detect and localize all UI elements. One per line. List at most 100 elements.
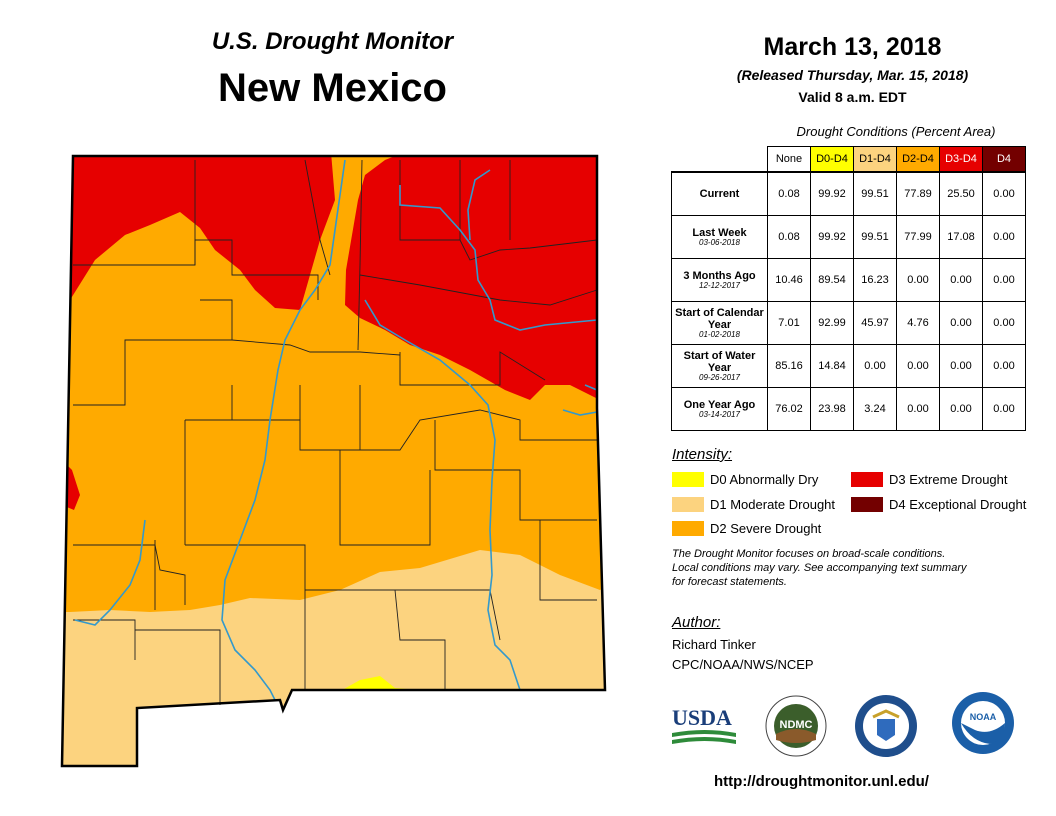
cimarron-river	[467, 169, 491, 241]
table-cell: 85.16	[767, 344, 811, 388]
table-cell: 89.54	[810, 258, 854, 302]
table-cell: 99.51	[853, 171, 897, 216]
table-cell: 0.00	[939, 258, 983, 302]
gila-river	[74, 519, 146, 626]
legend-item-d1: D1 Moderate Drought	[672, 495, 835, 513]
map-date: March 13, 2018	[763, 33, 942, 61]
table-cell: 77.99	[896, 215, 940, 259]
row-date: 09-26-2017	[699, 372, 740, 382]
note-line: The Drought Monitor focuses on broad-sca…	[672, 548, 946, 560]
table-cell: 0.00	[982, 171, 1026, 216]
east-stream	[562, 409, 598, 416]
row-label: Start of Calendar Year 01-02-2018	[671, 301, 768, 345]
legend-swatch	[672, 471, 704, 487]
table-cell: 0.00	[939, 301, 983, 345]
table-cell: 0.00	[896, 344, 940, 388]
drought-areas	[62, 156, 605, 766]
table-caption: Drought Conditions (Percent Area)	[796, 124, 996, 139]
table-cell: 0.08	[767, 215, 811, 259]
row-label: One Year Ago 03-14-2017	[671, 387, 768, 431]
table-cell: 0.00	[982, 215, 1026, 259]
table-cell: 4.76	[896, 301, 940, 345]
table-cell: 25.50	[939, 171, 983, 216]
table-cell: 0.00	[939, 387, 983, 431]
col-header-none: None	[767, 146, 811, 173]
row-label: Current	[671, 171, 768, 216]
legend-swatch	[672, 496, 704, 512]
table-cell: 0.00	[896, 387, 940, 431]
row-date: 12-12-2017	[699, 280, 740, 290]
table-cell: 0.00	[853, 344, 897, 388]
table-cell: 0.00	[982, 301, 1026, 345]
table-row: Start of Water Year 09-26-2017 85.16 14.8…	[671, 344, 1026, 388]
table-row: Last Week 03-06-2018 0.08 99.92 99.51 77.…	[671, 215, 1026, 259]
usda-logo-text: USDA	[672, 705, 732, 730]
canadian-river	[399, 185, 598, 331]
table-cell: 0.00	[982, 258, 1026, 302]
row-date: 03-06-2018	[699, 237, 740, 247]
legend-swatch	[851, 471, 883, 487]
table-cell: 16.23	[853, 258, 897, 302]
table-row: Current 0.08 99.92 99.51 77.89 25.50 0.0…	[671, 171, 1026, 216]
state-border	[60, 154, 607, 768]
pecos-river	[364, 299, 521, 691]
rio-grande	[221, 159, 346, 701]
table-row: Start of Calendar Year 01-02-2018 7.01 92…	[671, 301, 1026, 345]
table-cell: 99.92	[810, 171, 854, 216]
table-cell: 99.51	[853, 215, 897, 259]
noaa-logo: NOAA	[952, 692, 1014, 754]
noaa-logo-text: NOAA	[970, 712, 997, 722]
legend-item-d2: D2 Severe Drought	[672, 519, 821, 537]
table-header-row: None D0-D4 D1-D4 D2-D4 D3-D4 D4	[671, 146, 1026, 173]
author-title: Author:	[672, 614, 721, 631]
row-label: Start of Water Year 09-26-2017	[671, 344, 768, 388]
table-cell: 7.01	[767, 301, 811, 345]
legend-item-d3: D3 Extreme Drought	[851, 470, 1008, 488]
row-label-text: 3 Months Ago	[683, 269, 756, 282]
table-cell: 0.00	[896, 258, 940, 302]
table-cell: 10.46	[767, 258, 811, 302]
table-cell: 76.02	[767, 387, 811, 431]
rivers	[74, 159, 598, 701]
legend-item-d0: D0 Abnormally Dry	[672, 470, 818, 488]
col-header-d2-d4: D2-D4	[896, 146, 940, 173]
usda-logo: USDA	[672, 705, 736, 744]
col-header-d4: D4	[982, 146, 1026, 173]
map-subtitle: U.S. Drought Monitor	[211, 28, 454, 55]
table-cell: 17.08	[939, 215, 983, 259]
note-line: for forecast statements.	[672, 576, 787, 588]
author-name: Richard Tinker	[672, 637, 756, 652]
table-cell: 99.92	[810, 215, 854, 259]
row-date: 03-14-2017	[699, 409, 740, 419]
disclaimer-note: The Drought Monitor focuses on broad-sca…	[672, 547, 1042, 589]
header-blank-cell	[671, 146, 768, 173]
row-label: 3 Months Ago 12-12-2017	[671, 258, 768, 302]
legend-label: D4 Exceptional Drought	[889, 496, 1027, 512]
table-cell: 0.00	[939, 344, 983, 388]
table-cell: 0.08	[767, 171, 811, 216]
col-header-d0-d4: D0-D4	[810, 146, 854, 173]
note-line: Local conditions may vary. See accompany…	[672, 562, 967, 574]
col-header-d1-d4: D1-D4	[853, 146, 897, 173]
table-cell: 45.97	[853, 301, 897, 345]
row-label: Last Week 03-06-2018	[671, 215, 768, 259]
table-cell: 0.00	[982, 387, 1026, 431]
table-cell: 92.99	[810, 301, 854, 345]
table-cell: 77.89	[896, 171, 940, 216]
row-label-text: Last Week	[692, 226, 747, 239]
table-cell: 14.84	[810, 344, 854, 388]
website-link[interactable]: http://droughtmonitor.unl.edu/	[714, 773, 929, 790]
drought-map	[60, 154, 607, 768]
row-label-text: Start of Calendar Year	[675, 306, 764, 331]
release-date: (Released Thursday, Mar. 15, 2018)	[736, 67, 969, 83]
d3-extreme-northeast	[345, 156, 605, 410]
legend-swatch	[851, 496, 883, 512]
table-row: 3 Months Ago 12-12-2017 10.46 89.54 16.23…	[671, 258, 1026, 302]
table-cell: 0.00	[982, 344, 1026, 388]
doc-seal-logo	[855, 695, 917, 757]
table-row: One Year Ago 03-14-2017 76.02 23.98 3.24 …	[671, 387, 1026, 431]
row-label-text: One Year Ago	[683, 398, 756, 411]
row-label-text: Start of Water Year	[683, 349, 756, 374]
county-lines	[73, 159, 598, 705]
legend-label: D1 Moderate Drought	[710, 496, 836, 512]
